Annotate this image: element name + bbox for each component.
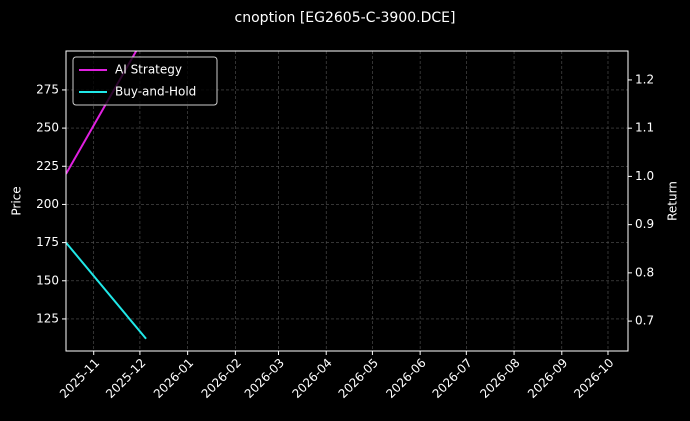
y2-tick-label: 0.8	[635, 265, 654, 279]
grid	[66, 51, 628, 351]
x-tick-label: 2026-06	[383, 356, 428, 401]
y2-tick-label: 1.2	[635, 72, 654, 86]
y-tick-label: 175	[36, 235, 59, 249]
y2-axis-label: Return	[666, 181, 680, 221]
x-tick-label: 2026-03	[242, 356, 287, 401]
plot-frame	[65, 50, 629, 352]
y2-tick-label: 0.9	[635, 217, 654, 231]
chart-title: cnoption [EG2605-C-3900.DCE]	[235, 10, 456, 26]
series-line	[66, 241, 147, 340]
y-tick-label: 150	[36, 273, 59, 287]
x-tick-label: 2025-12	[103, 356, 148, 401]
x-tick-label: 2025-11	[57, 356, 102, 401]
x-tick-label: 2026-02	[199, 356, 244, 401]
y2-tick-label: 1.1	[635, 121, 654, 135]
y-axis-label: Price	[10, 186, 24, 215]
y-tick-label: 225	[36, 159, 59, 173]
x-tick-label: 2026-04	[289, 356, 334, 401]
x-tick-label: 2026-07	[430, 356, 475, 401]
x-tick-label: 2026-05	[336, 356, 381, 401]
x-tick-label: 2026-01	[151, 356, 196, 401]
y2-tick-label: 0.7	[635, 314, 654, 328]
x-tick-label: 2026-10	[571, 356, 616, 401]
legend-label: Buy-and-Hold	[115, 85, 196, 99]
y2-tick-label: 1.0	[635, 169, 654, 183]
y-tick-label: 250	[36, 121, 59, 135]
y-tick-label: 200	[36, 197, 59, 211]
legend-label: AI Strategy	[115, 63, 182, 77]
x-tick-label: 2026-08	[477, 356, 522, 401]
y-tick-label: 125	[36, 311, 59, 325]
y-tick-label: 275	[36, 82, 59, 96]
x-tick-label: 2026-09	[525, 356, 570, 401]
legend-box	[72, 56, 218, 106]
